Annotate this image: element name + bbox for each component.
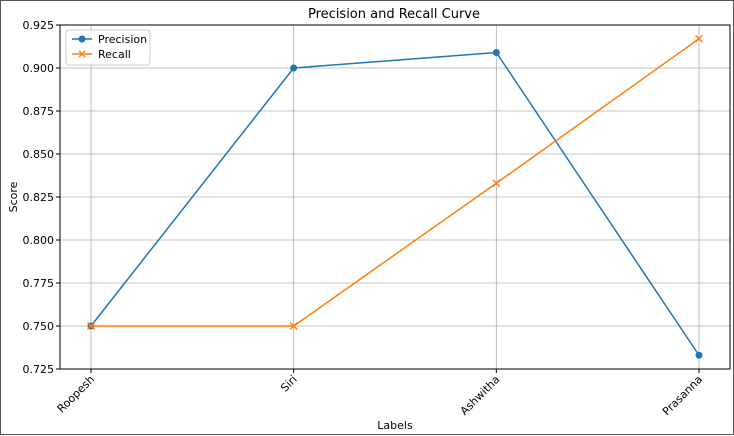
series-recall	[86, 34, 704, 331]
legend-item-recall: Recall	[72, 48, 131, 61]
y-tick-label: 0.750	[23, 320, 55, 333]
recall-point	[694, 34, 704, 43]
gridlines	[60, 24, 730, 370]
x-tick-label: Prasanna	[660, 373, 705, 418]
precision-point	[290, 64, 298, 72]
x-axis-label: Labels	[377, 419, 413, 432]
recall-line	[91, 38, 700, 327]
y-tick-label: 0.925	[23, 19, 55, 32]
chart-title: Precision and Recall Curve	[308, 7, 480, 22]
precision-point	[492, 49, 500, 57]
legend-item-precision: Precision	[72, 33, 147, 46]
recall-point	[289, 321, 298, 331]
y-tick-label: 0.775	[23, 277, 55, 290]
y-tick-label: 0.825	[23, 191, 55, 204]
y-tick-label: 0.900	[23, 62, 55, 75]
y-axis-label: Score	[7, 181, 20, 212]
recall-point	[492, 179, 501, 188]
precision-point	[695, 351, 703, 359]
series-layer	[86, 34, 704, 359]
y-tick-label: 0.800	[23, 234, 55, 247]
legend: Precision Recall	[65, 29, 151, 66]
x-tick-label: Roopesh	[55, 373, 97, 415]
x-tick-label: Siri	[278, 373, 300, 395]
y-tick-label: 0.875	[23, 105, 55, 118]
legend-label: Recall	[98, 48, 131, 61]
precision-line	[90, 51, 700, 356]
y-tick-label: 0.850	[23, 148, 55, 161]
recall-point	[86, 321, 96, 331]
x-axis-ticks: Roopesh Siri Ashwitha Prasanna	[55, 369, 705, 418]
series-precision	[87, 49, 703, 359]
y-axis-ticks: 0.725 0.750 0.775 0.800 0.825 0.850 0.875 0.900…	[23, 19, 60, 376]
x-tick-label: Ashwitha	[458, 373, 503, 418]
legend-marker	[78, 35, 86, 43]
legend-marker	[78, 50, 86, 58]
legend-label: Precision	[98, 33, 147, 46]
y-tick-label: 0.725	[23, 363, 55, 376]
